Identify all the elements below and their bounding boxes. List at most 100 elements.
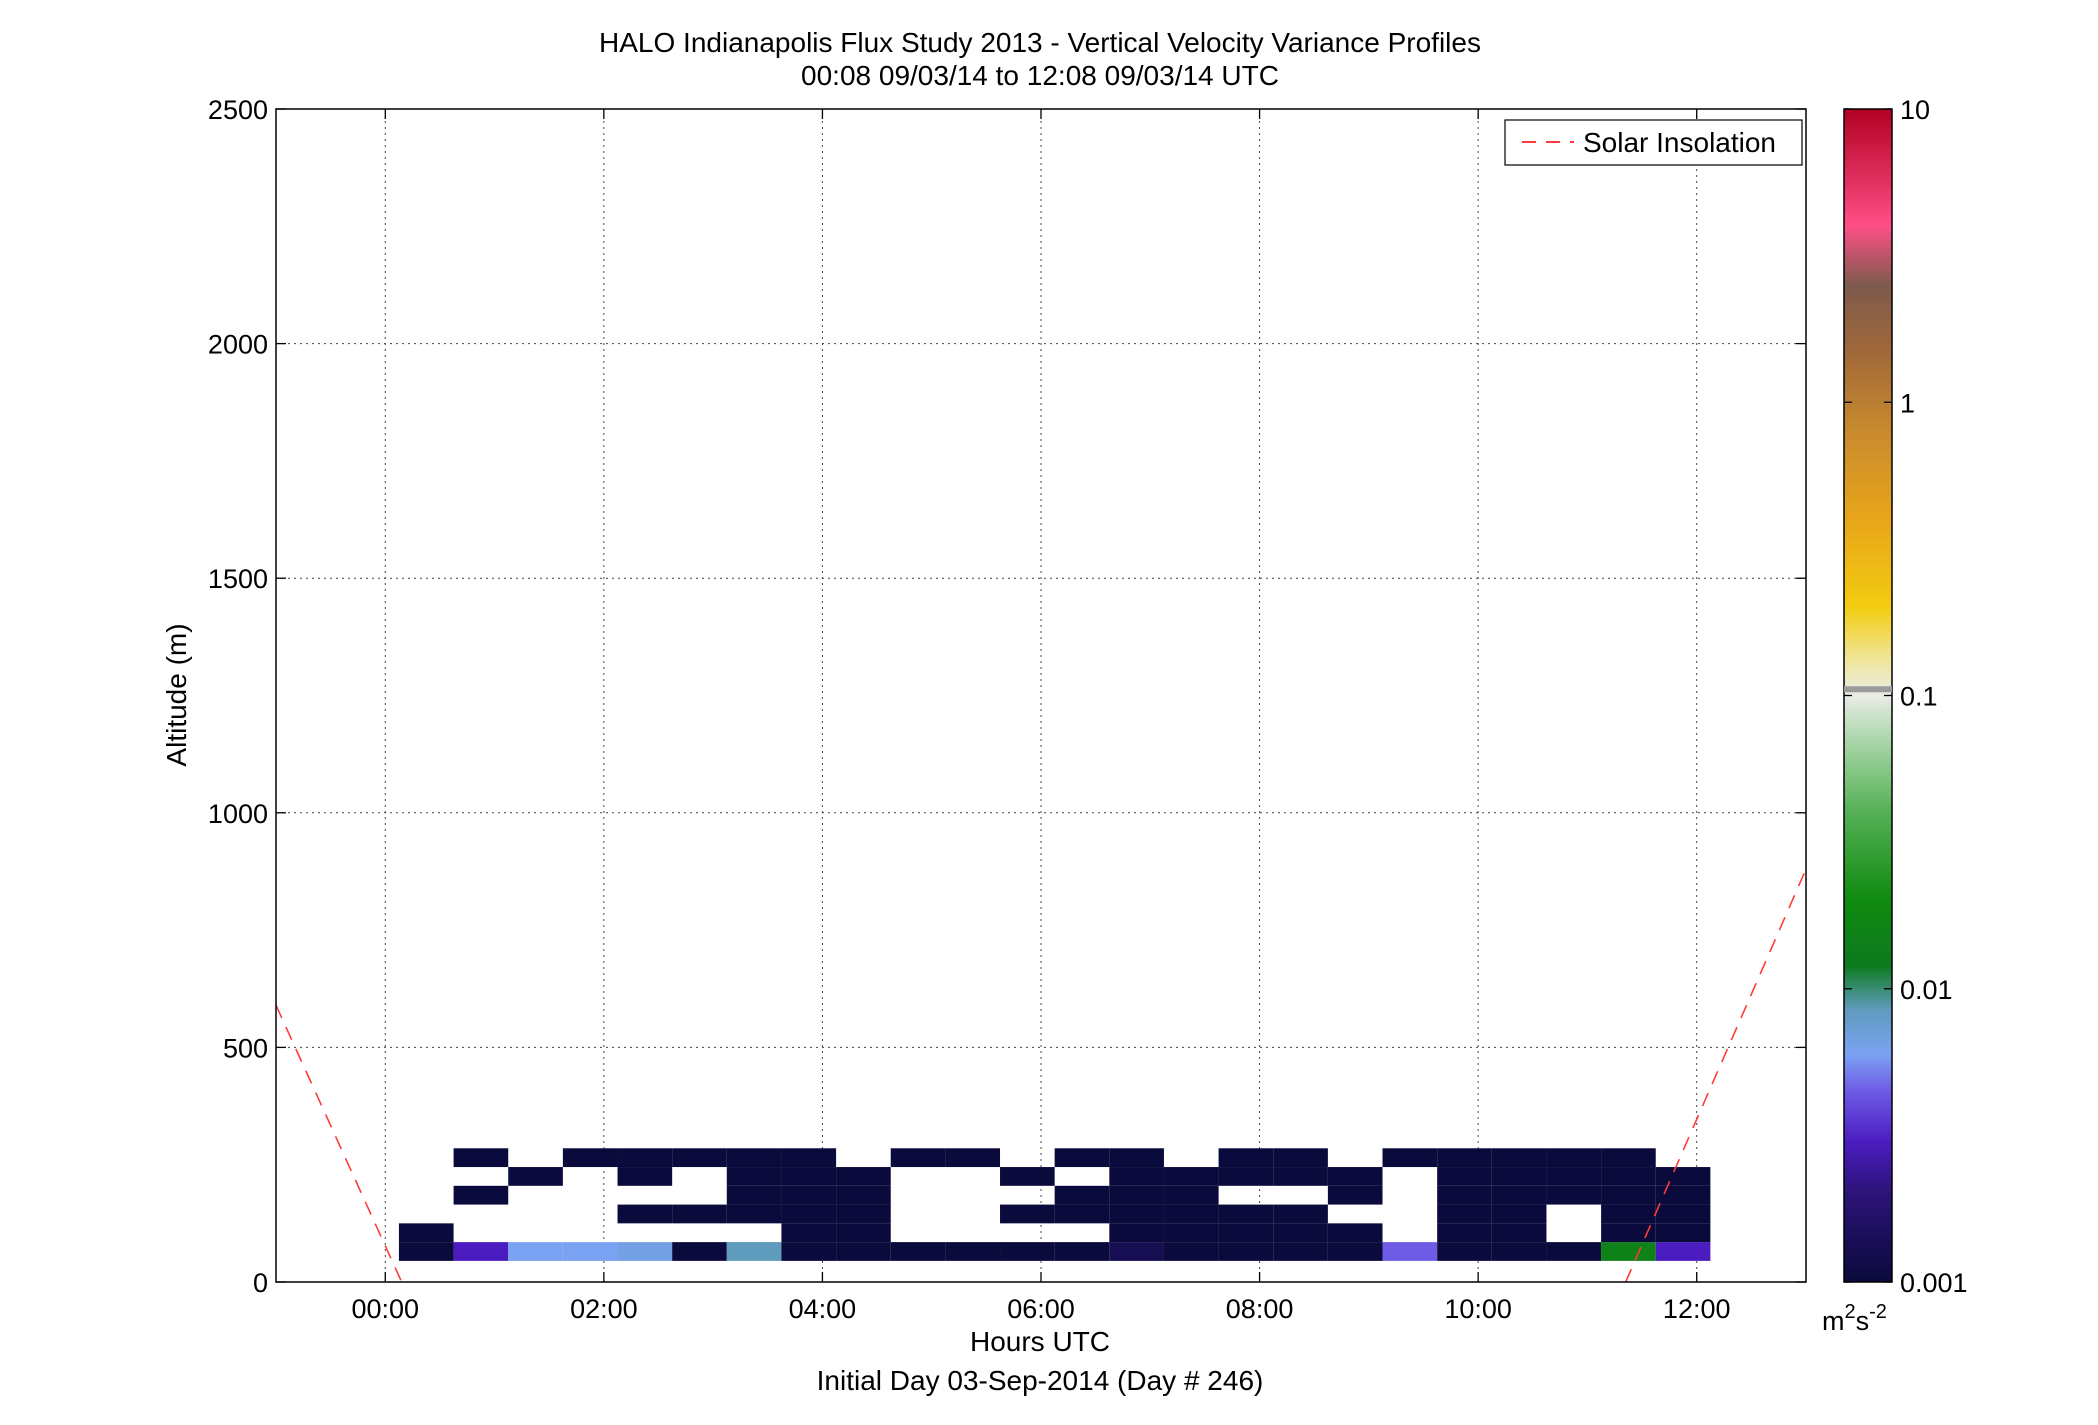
heatmap-cell — [1000, 1242, 1055, 1261]
heatmap-cell — [1218, 1148, 1274, 1168]
heatmap-cell — [453, 1185, 509, 1205]
heatmap-cell — [398, 1223, 454, 1243]
heatmap-cell — [836, 1185, 891, 1205]
y-axis-ticks: 0 500 1000 1500 2000 2500 — [208, 95, 1806, 1298]
x-tick-label: 10:00 — [1444, 1294, 1512, 1324]
heatmap-cell — [1655, 1167, 1711, 1186]
heatmap-cell — [1601, 1185, 1656, 1205]
heatmap-cell — [1382, 1242, 1438, 1261]
heatmap-cell — [1273, 1167, 1328, 1186]
heatmap-cell — [1491, 1167, 1547, 1186]
x-axis-label: Hours UTC — [970, 1326, 1110, 1357]
heatmap-cell — [726, 1242, 782, 1261]
heatmap-cell — [781, 1223, 837, 1243]
heatmap-cell — [1491, 1185, 1547, 1205]
heatmap-cell — [726, 1185, 782, 1205]
y-axis-label: Altitude (m) — [161, 623, 192, 766]
heatmap-cell — [1109, 1223, 1164, 1243]
heatmap-cell — [1327, 1223, 1383, 1243]
y-tick-label: 500 — [223, 1033, 268, 1063]
heatmap-cell — [1491, 1223, 1547, 1243]
heatmap-cell — [1546, 1167, 1602, 1186]
x-axis-ticks: 00:00 02:00 04:00 06:00 08:00 10:00 12:00 — [351, 109, 1731, 1324]
heatmap-cell — [1327, 1242, 1383, 1261]
legend-entry-solar-insolation: Solar Insolation — [1583, 127, 1776, 158]
heatmap-cell — [1327, 1167, 1383, 1186]
heatmap-cell — [726, 1204, 782, 1224]
heatmap-cell — [1437, 1148, 1492, 1168]
heatmap-cell — [1437, 1242, 1492, 1261]
x-tick-label: 02:00 — [570, 1294, 638, 1324]
heatmap-cell — [1163, 1185, 1219, 1205]
heatmap-cell — [945, 1242, 1001, 1261]
heatmap-cell — [1601, 1242, 1656, 1261]
heatmap-cell — [398, 1242, 454, 1261]
heatmap-cell — [1109, 1167, 1164, 1186]
heatmap-cell — [1054, 1242, 1110, 1261]
heatmap-cell — [1546, 1242, 1602, 1261]
colorbar-tick-label: 0.1 — [1900, 682, 1938, 712]
x-tick-label: 08:00 — [1226, 1294, 1294, 1324]
heatmap-cell — [1000, 1167, 1055, 1186]
heatmap-cell — [781, 1148, 837, 1168]
heatmap-cell — [726, 1148, 782, 1168]
heatmap-cell — [1054, 1204, 1110, 1224]
chart-title: HALO Indianapolis Flux Study 2013 - Vert… — [599, 27, 1481, 58]
x-axis-sublabel: Initial Day 03-Sep-2014 (Day # 246) — [817, 1365, 1264, 1396]
heatmap-cell — [836, 1204, 891, 1224]
heatmap-cell — [1218, 1167, 1274, 1186]
x-tick-label: 00:00 — [351, 1294, 419, 1324]
heatmap-cell — [1437, 1223, 1492, 1243]
heatmap-cell — [1382, 1148, 1438, 1168]
heatmap-cell — [562, 1148, 618, 1168]
heatmap-cell — [1273, 1223, 1328, 1243]
heatmap-cell — [781, 1167, 837, 1186]
solar-insolation-line — [275, 1004, 403, 1283]
heatmap-cell — [1000, 1204, 1055, 1224]
heatmap-cell — [1163, 1204, 1219, 1224]
heatmap-cell — [1054, 1148, 1110, 1168]
x-tick-label: 04:00 — [789, 1294, 857, 1324]
heatmap-cell — [1546, 1148, 1602, 1168]
heatmap-cell — [1109, 1242, 1164, 1261]
heatmap-cell — [1546, 1185, 1602, 1205]
heatmap-cell — [1437, 1204, 1492, 1224]
heatmap-cell — [453, 1148, 509, 1168]
solar-insolation-lines — [275, 868, 1807, 1283]
heatmap-cell — [562, 1242, 618, 1261]
heatmap-cell — [1655, 1242, 1711, 1261]
heatmap-cell — [1218, 1204, 1274, 1224]
colorbar-tick-label: 0.01 — [1900, 975, 1953, 1005]
heatmap-cell — [836, 1223, 891, 1243]
heatmap-cell — [1163, 1167, 1219, 1186]
heatmap-cell — [1109, 1204, 1164, 1224]
heatmap-cell — [617, 1204, 673, 1224]
colorbar-tick-label: 0.001 — [1900, 1268, 1968, 1298]
y-tick-label: 1500 — [208, 564, 268, 594]
heatmap-cell — [1218, 1223, 1274, 1243]
heatmap-cell — [890, 1242, 946, 1261]
y-tick-label: 0 — [253, 1268, 268, 1298]
heatmap-cell — [726, 1167, 782, 1186]
heatmap-cell — [617, 1167, 673, 1186]
solar-insolation-line — [1624, 868, 1807, 1283]
x-tick-label: 06:00 — [1007, 1294, 1075, 1324]
heatmap-cell — [1054, 1185, 1110, 1205]
heatmap-cell — [1437, 1185, 1492, 1205]
heatmap-cell — [1109, 1148, 1164, 1168]
heatmap-cell — [1601, 1148, 1656, 1168]
heatmap-cell — [781, 1185, 837, 1205]
heatmap-cell — [1273, 1204, 1328, 1224]
heatmap-cell — [617, 1148, 673, 1168]
heatmap-cell — [672, 1242, 727, 1261]
heatmap-cell — [1601, 1167, 1656, 1186]
heatmap-cell — [890, 1148, 946, 1168]
colorbar-ticks: 0.001 0.01 0.1 1 10 — [1844, 95, 1968, 1298]
heatmap-cell — [1655, 1185, 1711, 1205]
legend: Solar Insolation — [1504, 119, 1803, 166]
heatmap-cell — [1655, 1204, 1711, 1224]
heatmap-cell — [453, 1242, 509, 1261]
heatmap-cell — [1601, 1204, 1656, 1224]
y-tick-label: 1000 — [208, 799, 268, 829]
heatmap-cell — [1491, 1204, 1547, 1224]
